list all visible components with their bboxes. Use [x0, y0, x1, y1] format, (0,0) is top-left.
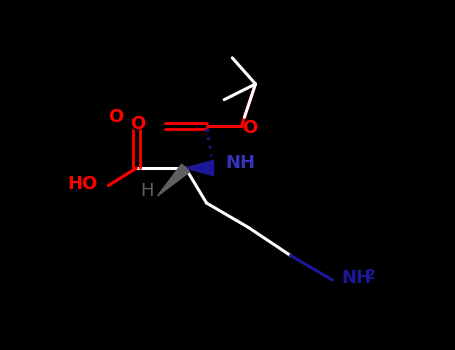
Text: O: O	[130, 115, 145, 133]
Text: NH: NH	[226, 154, 256, 172]
Text: H: H	[140, 182, 154, 200]
Text: NH: NH	[341, 269, 371, 287]
Text: 2: 2	[366, 268, 375, 282]
Text: O: O	[243, 119, 258, 137]
Polygon shape	[157, 164, 189, 196]
Polygon shape	[186, 160, 213, 176]
Text: HO: HO	[68, 175, 98, 193]
Text: O: O	[108, 108, 123, 126]
